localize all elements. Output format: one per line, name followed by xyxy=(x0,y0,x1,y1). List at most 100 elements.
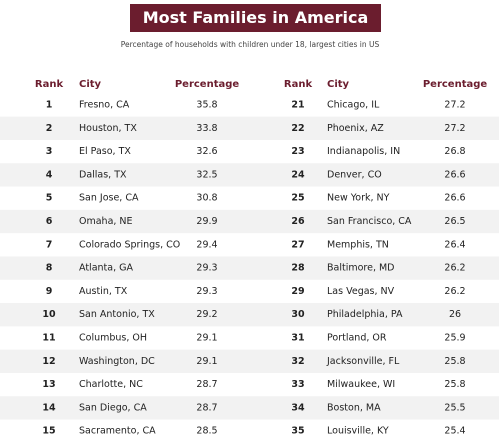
percentage: 25.4 xyxy=(444,426,465,437)
city: New York, NY xyxy=(327,193,390,204)
city: Fresno, CA xyxy=(79,100,130,111)
rank: 34 xyxy=(291,402,305,413)
city: San Francisco, CA xyxy=(327,216,412,227)
row-stripe xyxy=(0,209,499,234)
rank: 35 xyxy=(291,426,304,437)
percentage: 32.5 xyxy=(196,169,217,180)
rank: 9 xyxy=(46,286,53,297)
city: Colorado Springs, CO xyxy=(79,239,180,250)
city: Jacksonville, FL xyxy=(326,356,400,367)
city: San Jose, CA xyxy=(79,193,139,204)
rank: 8 xyxy=(46,263,53,274)
rank: 31 xyxy=(291,333,304,344)
column-header: Rank xyxy=(284,79,313,90)
rank: 3 xyxy=(46,146,53,157)
percentage: 29.3 xyxy=(196,263,217,274)
rank: 30 xyxy=(291,309,305,320)
rank: 26 xyxy=(291,216,305,227)
city: Austin, TX xyxy=(79,286,128,297)
percentage: 35.8 xyxy=(196,100,217,111)
city: Charlotte, NC xyxy=(79,379,143,390)
rank: 33 xyxy=(291,379,304,390)
city: San Diego, CA xyxy=(79,402,147,413)
rank: 32 xyxy=(291,356,304,367)
rank: 10 xyxy=(42,309,56,320)
percentage: 25.8 xyxy=(444,356,465,367)
title: Most Families in America xyxy=(143,8,369,27)
percentage: 29.2 xyxy=(196,309,217,320)
city: San Antonio, TX xyxy=(79,309,155,320)
subtitle: Percentage of households with children u… xyxy=(121,40,380,49)
city: Indianapolis, IN xyxy=(327,146,400,157)
percentage: 26.2 xyxy=(444,286,465,297)
percentage: 30.8 xyxy=(196,193,217,204)
city: Chicago, IL xyxy=(327,100,380,111)
percentage: 28.7 xyxy=(196,379,217,390)
city: Omaha, NE xyxy=(79,216,133,227)
percentage: 25.8 xyxy=(444,379,465,390)
city: Columbus, OH xyxy=(79,333,147,344)
rank: 13 xyxy=(42,379,55,390)
rank: 25 xyxy=(291,193,304,204)
percentage: 29.4 xyxy=(196,239,217,250)
row-stripe xyxy=(0,349,499,373)
city: Houston, TX xyxy=(79,123,137,134)
city: Milwaukee, WI xyxy=(327,379,395,390)
percentage: 29.1 xyxy=(196,356,217,367)
row-stripe xyxy=(0,303,499,327)
percentage: 32.6 xyxy=(196,146,217,157)
rank: 1 xyxy=(46,100,53,111)
column-header: Percentage xyxy=(175,79,240,90)
rank: 14 xyxy=(42,402,56,413)
city: Portland, OR xyxy=(327,333,387,344)
rank: 24 xyxy=(291,169,305,180)
percentage: 27.2 xyxy=(444,123,465,134)
column-header: Percentage xyxy=(423,79,488,90)
percentage: 33.8 xyxy=(196,123,217,134)
percentage: 26 xyxy=(449,309,461,320)
city: Baltimore, MD xyxy=(327,263,395,274)
percentage: 26.8 xyxy=(444,146,465,157)
percentage: 26.6 xyxy=(444,169,465,180)
rank: 6 xyxy=(46,216,53,227)
rank: 28 xyxy=(291,263,305,274)
city: Boston, MA xyxy=(327,402,381,413)
percentage: 27.2 xyxy=(444,100,465,111)
column-header: City xyxy=(79,79,102,90)
percentage: 26.4 xyxy=(444,239,465,250)
percentage: 25.9 xyxy=(444,333,465,344)
city: El Paso, TX xyxy=(79,146,131,157)
rank: 5 xyxy=(46,193,53,204)
rank: 7 xyxy=(46,239,53,250)
city: Phoenix, AZ xyxy=(327,123,384,134)
rank: 12 xyxy=(42,356,55,367)
percentage: 26.5 xyxy=(444,216,465,227)
percentage: 29.1 xyxy=(196,333,217,344)
percentage: 28.7 xyxy=(196,402,217,413)
rank: 21 xyxy=(291,100,304,111)
rank: 2 xyxy=(46,123,53,134)
city: Dallas, TX xyxy=(79,169,127,180)
rank: 11 xyxy=(42,333,55,344)
city: Atlanta, GA xyxy=(79,263,133,274)
column-header: Rank xyxy=(35,79,64,90)
percentage: 26.6 xyxy=(444,193,465,204)
city: Sacramento, CA xyxy=(79,426,156,437)
city: Las Vegas, NV xyxy=(327,286,395,297)
rank: 15 xyxy=(42,426,55,437)
rank: 4 xyxy=(46,169,53,180)
row-stripe xyxy=(0,163,499,187)
row-stripes xyxy=(0,116,499,420)
rank: 22 xyxy=(291,123,304,134)
percentage: 26.2 xyxy=(444,263,465,274)
rank: 29 xyxy=(291,286,304,297)
percentage: 25.5 xyxy=(444,402,465,413)
percentage: 28.5 xyxy=(196,426,217,437)
row-stripe xyxy=(0,256,499,280)
percentage: 29.9 xyxy=(196,216,217,227)
percentage: 29.3 xyxy=(196,286,217,297)
row-stripe xyxy=(0,116,499,140)
row-stripe xyxy=(0,396,499,420)
column-header: City xyxy=(327,79,350,90)
